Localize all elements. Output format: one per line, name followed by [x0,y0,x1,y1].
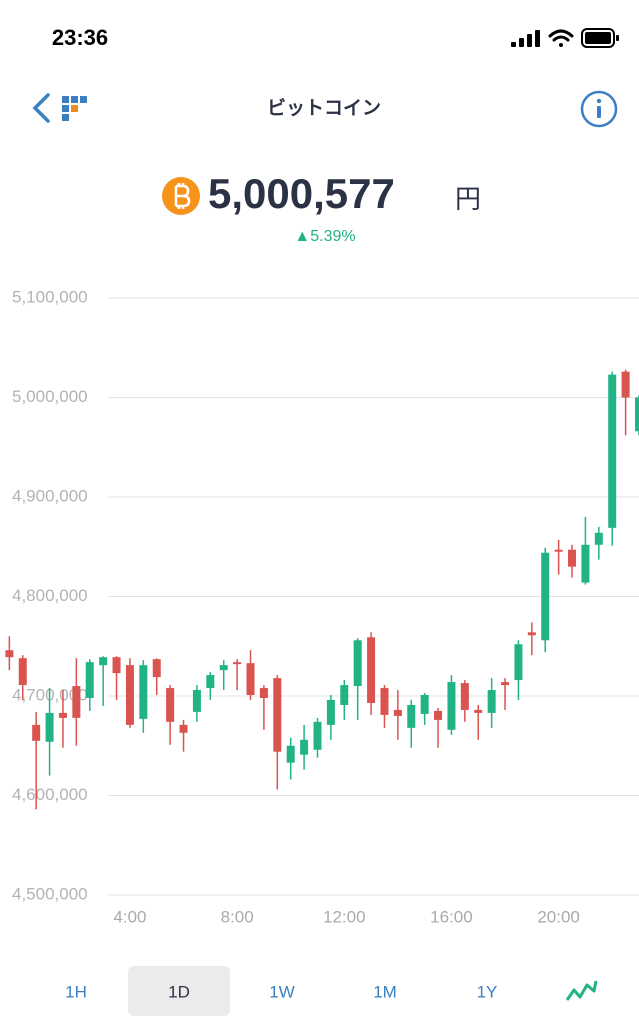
y-tick-label: 4,500,000 [12,884,88,903]
time-range-tab[interactable]: 1D [168,982,190,1001]
candle-body [18,658,27,686]
candle-body [300,739,309,755]
y-tick-label: 4,800,000 [12,586,88,605]
x-tick-label: 20:00 [537,907,580,926]
x-tick-label: 8:00 [221,907,254,926]
candle-body [460,683,469,710]
candle-body [380,688,389,715]
price-change: ▲5.39% [294,228,355,245]
candle-body [152,659,161,678]
time-range-tab[interactable]: 1W [269,982,295,1001]
candle-body [45,712,54,742]
candle-body [72,686,81,718]
candle-body [233,662,242,665]
status-time: 23:36 [52,25,108,50]
page-title: ビットコイン [267,97,381,119]
time-range-tab[interactable]: 1H [65,982,87,1001]
y-tick-label: 4,900,000 [12,486,88,505]
candle-body [112,657,121,674]
candle-body [192,690,201,712]
time-range-tab[interactable]: 1Y [477,982,498,1001]
candle-body [313,721,322,750]
candle-body [139,665,148,719]
tab-highlight [128,966,230,1016]
battery-icon [581,28,619,48]
price-amount: 5,000,577 [208,170,395,217]
candle-body [541,552,550,641]
candle-body [286,745,295,763]
candle-body [621,371,630,398]
candle-body [5,650,14,658]
back-button[interactable] [32,93,50,123]
candle-body [527,632,536,636]
wifi-icon [548,29,574,47]
candle-body [353,640,362,687]
candle-body [58,712,67,718]
candle-body [206,675,215,689]
candle-body [340,685,349,705]
candle-body [594,532,603,545]
candle-body [367,637,376,703]
candle-body [434,710,443,720]
app-logo [62,96,87,121]
bitcoin-icon [162,177,200,215]
candle-body [514,644,523,681]
candle-body [407,704,416,728]
time-range-tab[interactable]: 1M [373,982,397,1001]
candle-body [420,695,429,714]
candle-body [259,688,268,698]
chart-style-button[interactable] [565,980,598,1001]
candle-body [326,699,335,725]
candle-body [635,397,639,432]
candle-body [32,724,41,741]
candle-body [219,665,228,671]
x-tick-label: 12:00 [323,907,366,926]
candle-body [393,709,402,716]
candle-body [85,662,94,698]
candle-body [608,374,617,528]
candle-body [501,682,510,686]
signal-icon [511,30,540,47]
candle-body [166,688,175,722]
price-currency: 円 [455,184,481,214]
candle-body [125,665,134,725]
candle-body [179,724,188,733]
candle-body [246,663,255,696]
candle-body [568,549,577,567]
candle-body [487,690,496,713]
y-tick-label: 5,100,000 [12,287,88,306]
candle-body [447,682,456,730]
x-tick-label: 4:00 [113,907,146,926]
candle-body [581,544,590,583]
x-tick-label: 16:00 [430,907,473,926]
info-button[interactable] [580,90,618,128]
y-tick-label: 4,600,000 [12,785,88,804]
candle-body [474,709,483,713]
candle-body [99,657,108,666]
y-tick-label: 5,000,000 [12,387,88,406]
candle-body [273,678,282,752]
candle-body [554,549,563,552]
